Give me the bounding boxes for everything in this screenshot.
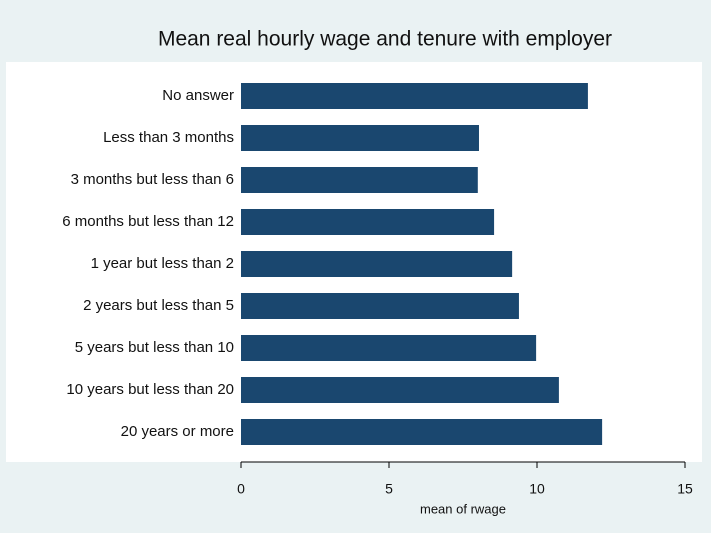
bar (241, 83, 588, 109)
y-tick-label: 3 months but less than 6 (71, 171, 234, 188)
bar (241, 167, 478, 193)
y-tick-label: 2 years but less than 5 (83, 297, 234, 314)
x-tick-label: 0 (237, 481, 245, 497)
bar (241, 251, 513, 277)
y-tick-label: Less than 3 months (103, 129, 234, 146)
bar (241, 377, 559, 403)
chart-title: Mean real hourly wage and tenure with em… (158, 28, 612, 51)
y-tick-label: 1 year but less than 2 (91, 255, 234, 272)
y-tick-label: 6 months but less than 12 (62, 213, 234, 230)
bar (241, 125, 479, 151)
y-tick-label: 5 years but less than 10 (75, 339, 234, 356)
bar (241, 209, 495, 235)
y-tick-label: 20 years or more (121, 423, 234, 440)
x-tick-label: 10 (529, 481, 545, 497)
bar (241, 293, 519, 319)
x-tick-label: 15 (677, 481, 693, 497)
x-axis-label: mean of rwage (420, 501, 506, 516)
bar (241, 335, 537, 361)
x-tick-label: 5 (385, 481, 393, 497)
bar (241, 419, 603, 445)
y-tick-label: 10 years but less than 20 (66, 381, 234, 398)
y-tick-label: No answer (162, 87, 234, 104)
